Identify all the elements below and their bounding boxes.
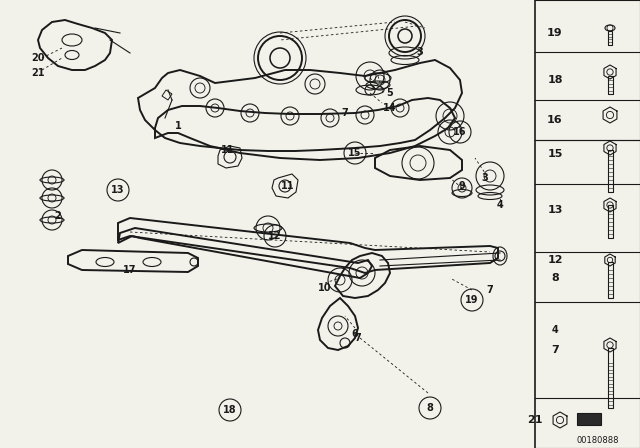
Bar: [607, 150, 612, 192]
Text: 10: 10: [318, 283, 332, 293]
Text: 13: 13: [111, 185, 125, 195]
Text: 8: 8: [551, 273, 559, 283]
Text: 21: 21: [31, 68, 45, 78]
Text: 11: 11: [221, 145, 235, 155]
Bar: [607, 262, 612, 298]
Bar: [607, 76, 612, 94]
Text: 18: 18: [223, 405, 237, 415]
Text: 3: 3: [417, 47, 424, 57]
Text: 17: 17: [124, 265, 137, 275]
Text: 00180888: 00180888: [577, 435, 620, 444]
Text: 4: 4: [552, 325, 558, 335]
Text: 15: 15: [348, 148, 362, 158]
Text: 12: 12: [268, 231, 282, 241]
Text: 5: 5: [387, 88, 394, 98]
Text: 9: 9: [459, 181, 465, 191]
Text: 12: 12: [547, 255, 563, 265]
Text: 11: 11: [281, 181, 295, 191]
Text: 2: 2: [54, 211, 61, 221]
Text: 7: 7: [551, 345, 559, 355]
Text: 16: 16: [453, 127, 467, 137]
Text: 8: 8: [427, 403, 433, 413]
Text: 13: 13: [547, 205, 563, 215]
Text: 19: 19: [465, 295, 479, 305]
Text: 15: 15: [547, 149, 563, 159]
Text: 3: 3: [482, 173, 488, 183]
Text: 21: 21: [527, 415, 543, 425]
Bar: [607, 205, 612, 238]
Bar: [608, 31, 612, 45]
Text: 16: 16: [547, 115, 563, 125]
Bar: [607, 348, 612, 408]
Text: 19: 19: [547, 28, 563, 38]
Text: 20: 20: [31, 53, 45, 63]
Bar: [577, 413, 601, 425]
Text: 4: 4: [497, 200, 504, 210]
Text: 6: 6: [351, 329, 358, 339]
Text: 1: 1: [175, 121, 181, 131]
Text: 18: 18: [547, 75, 563, 85]
Text: 14: 14: [383, 103, 397, 113]
Text: 7: 7: [486, 285, 493, 295]
Text: 7: 7: [355, 333, 362, 343]
Text: 7: 7: [342, 108, 348, 118]
